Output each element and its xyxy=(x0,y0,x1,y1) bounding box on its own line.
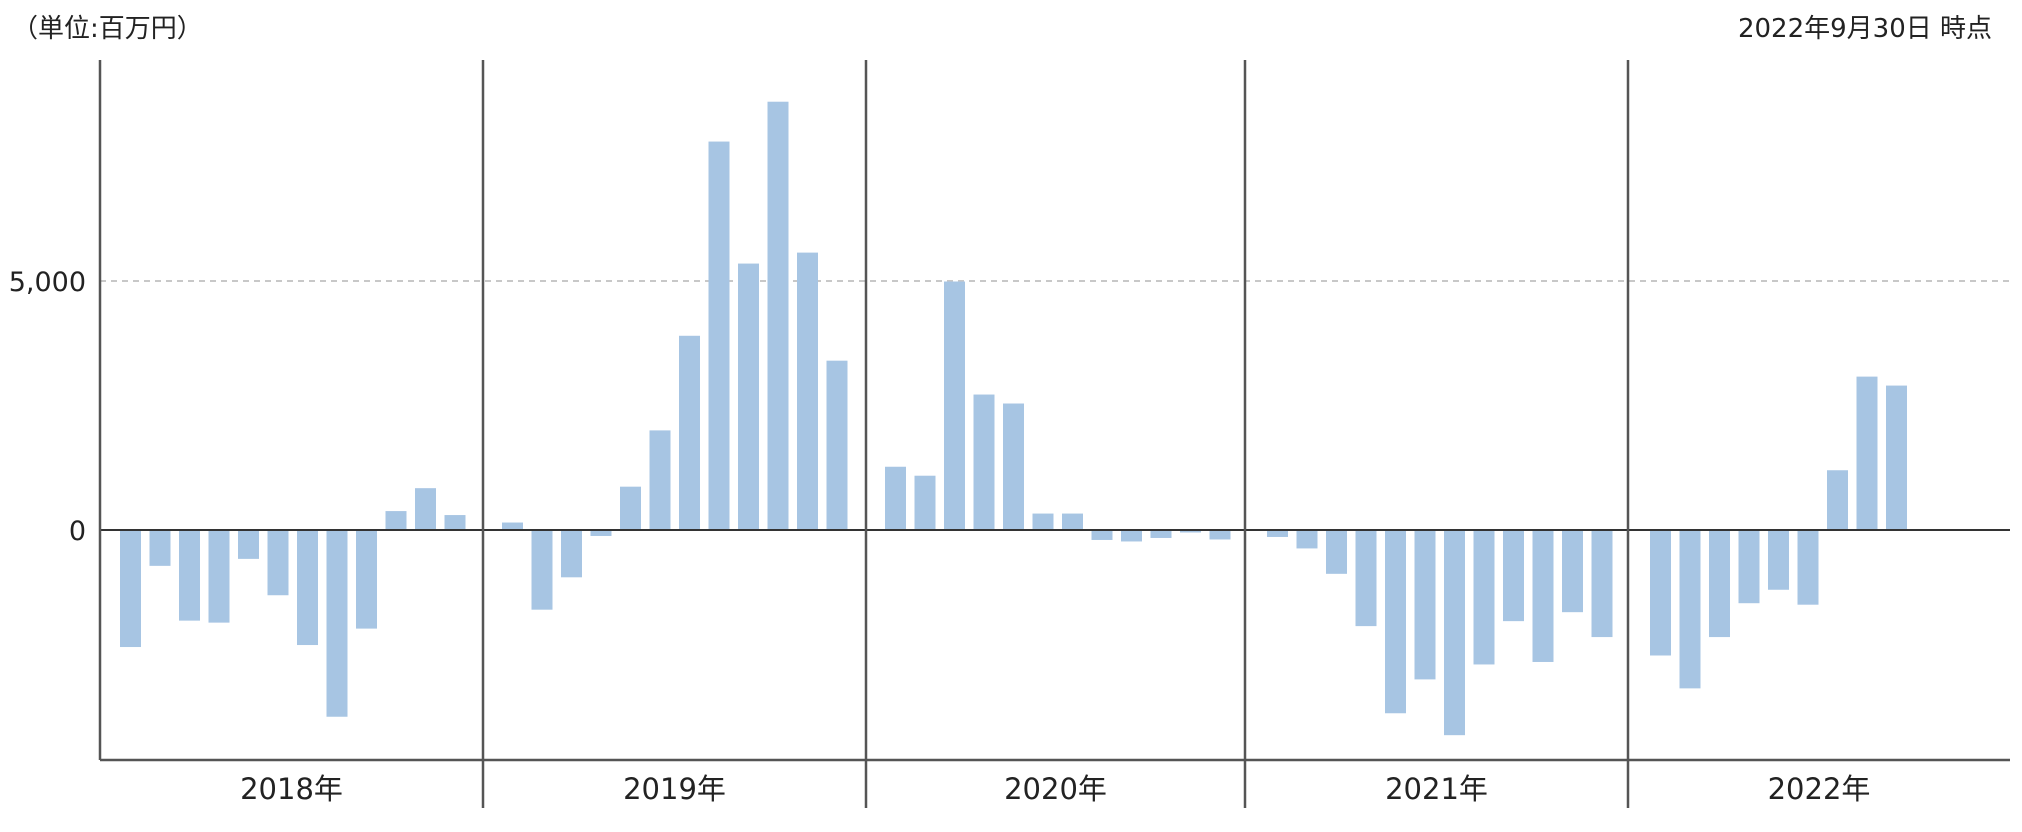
year-label: 2018年 xyxy=(240,772,343,806)
bar xyxy=(1856,376,1878,530)
labels-layer: 0 5,000 2018年 2019年 2020年 2021年 2022年 xyxy=(9,267,1871,806)
bar xyxy=(356,530,377,629)
bar xyxy=(531,530,553,610)
bar xyxy=(326,530,348,717)
bar xyxy=(738,263,759,530)
bar xyxy=(1121,530,1142,542)
bar xyxy=(297,530,318,646)
bar xyxy=(1180,530,1201,533)
year-label: 2022年 xyxy=(1768,772,1871,806)
bar xyxy=(885,466,906,530)
bar xyxy=(590,530,612,536)
bar xyxy=(1209,530,1231,540)
bars-layer xyxy=(120,101,1907,736)
bar xyxy=(561,530,582,578)
bar xyxy=(1032,513,1054,530)
bar xyxy=(620,486,641,530)
bar xyxy=(1768,530,1789,590)
bar xyxy=(1267,530,1288,537)
bar xyxy=(973,394,995,530)
axis-layer xyxy=(98,60,2010,808)
year-label: 2021年 xyxy=(1385,772,1488,806)
bar xyxy=(1296,530,1318,549)
bar xyxy=(1650,530,1671,656)
bar xyxy=(797,252,818,530)
bar xyxy=(1473,530,1495,665)
bar xyxy=(267,530,289,596)
year-label: 2020年 xyxy=(1004,772,1107,806)
bar xyxy=(208,530,230,623)
bar xyxy=(1503,530,1524,622)
bar xyxy=(1003,403,1024,530)
bar xyxy=(1591,530,1613,638)
bar xyxy=(914,475,936,530)
bar xyxy=(944,281,965,530)
bar xyxy=(1444,530,1465,736)
bar xyxy=(1886,385,1907,530)
bar xyxy=(767,101,789,530)
year-label: 2019年 xyxy=(623,772,726,806)
bar xyxy=(444,515,466,530)
as-of-date: 2022年9月30日 時点 xyxy=(1737,14,1992,44)
bar xyxy=(120,530,141,648)
bar xyxy=(826,360,848,530)
y-tick-label: 5,000 xyxy=(9,267,86,298)
bar xyxy=(502,522,523,530)
bar xyxy=(415,488,436,530)
bar xyxy=(1326,530,1347,574)
bar xyxy=(1414,530,1436,680)
bar xyxy=(649,430,671,530)
bar xyxy=(1091,530,1113,540)
bar xyxy=(179,530,200,621)
bar xyxy=(1062,513,1083,530)
bar xyxy=(149,530,171,566)
bar xyxy=(385,511,407,530)
bar xyxy=(1797,530,1819,605)
bar xyxy=(1738,530,1760,604)
bar xyxy=(1385,530,1406,714)
bar xyxy=(238,530,259,559)
bar xyxy=(708,141,730,530)
bar xyxy=(1562,530,1583,613)
bar xyxy=(1532,530,1554,662)
bar xyxy=(1679,530,1701,689)
bar xyxy=(1355,530,1377,627)
y-tick-label: 0 xyxy=(69,516,86,547)
bar xyxy=(1150,530,1172,538)
unit-label: （単位:百万円） xyxy=(12,14,203,44)
bar xyxy=(679,335,700,530)
bar xyxy=(1709,530,1730,638)
bar xyxy=(1827,470,1848,530)
